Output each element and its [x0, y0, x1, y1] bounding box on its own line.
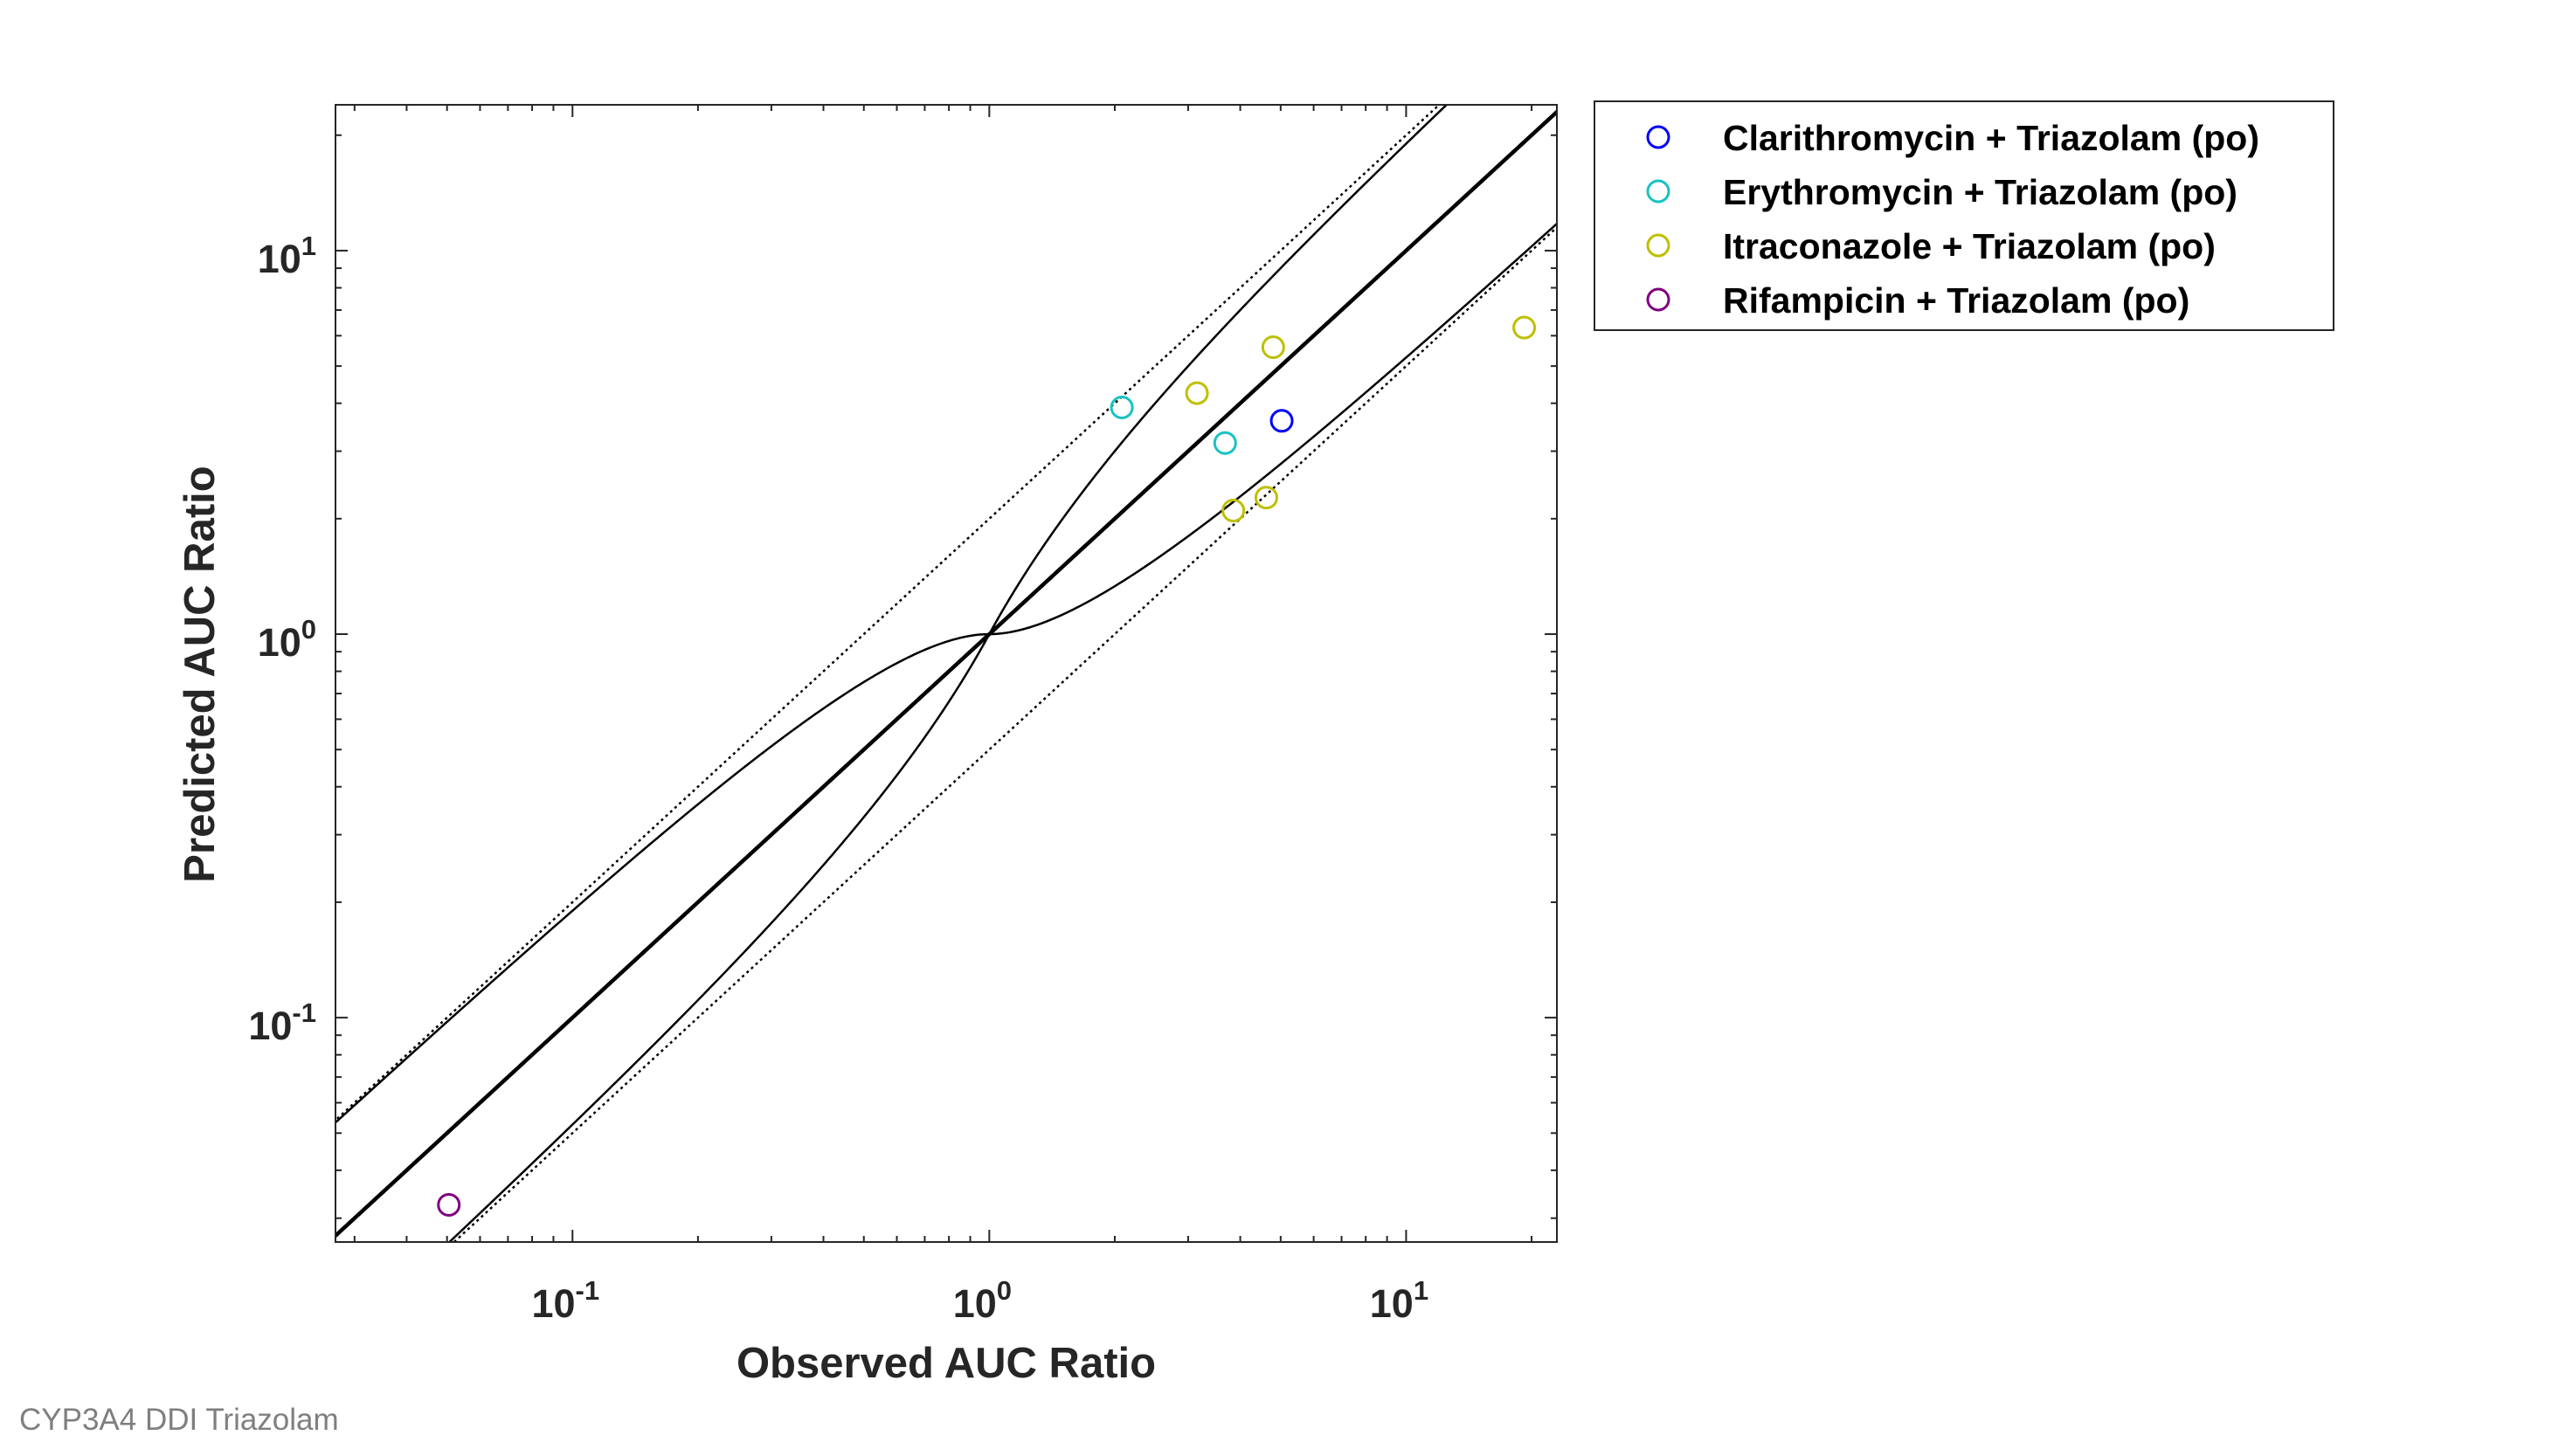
- x-tick-label: 101: [1370, 1275, 1428, 1326]
- legend-marker: [1646, 233, 1670, 258]
- legend-label: Clarithromycin + Triazolam (po): [1723, 118, 2259, 158]
- legend-label: Erythromycin + Triazolam (po): [1723, 172, 2237, 212]
- x-tick-label: 100: [953, 1275, 1012, 1326]
- legend-label: Itraconazole + Triazolam (po): [1723, 226, 2216, 266]
- y-axis-label: Predicted AUC Ratio: [176, 466, 224, 882]
- axis-ticks: [335, 105, 1557, 1242]
- legend-label: Rifampicin + Triazolam (po): [1723, 280, 2189, 321]
- legend: Clarithromycin + Triazolam (po) Erythromy…: [1594, 100, 2334, 331]
- y-tick-label: 100: [258, 614, 316, 665]
- data-point-series-2: [1254, 486, 1278, 510]
- upper-guest-limit: [335, 105, 1449, 1124]
- lower-2fold-line: [452, 225, 1557, 1242]
- upper-2fold-line: [335, 105, 1442, 1122]
- data-point-series-2: [1512, 315, 1537, 340]
- data-point-series-2: [1261, 335, 1285, 360]
- x-axis-label: Observed AUC Ratio: [737, 1340, 1156, 1387]
- plot-frame: [335, 104, 1558, 1243]
- data-markers: [437, 315, 1537, 1217]
- legend-marker: [1646, 125, 1670, 149]
- x-tick-label: 10-1: [531, 1275, 599, 1326]
- data-point-series-1: [1213, 431, 1237, 455]
- figure-caption: CYP3A4 DDI Triazolam: [19, 1403, 339, 1437]
- identity-line: [335, 109, 1557, 1239]
- legend-box: [1594, 100, 2334, 331]
- legend-marker: [1646, 179, 1670, 204]
- data-point-series-2: [1221, 499, 1246, 523]
- lower-guest-limit: [447, 222, 1557, 1242]
- data-point-series-2: [1185, 381, 1209, 405]
- y-tick-label: 10-1: [248, 997, 316, 1048]
- legend-marker: [1646, 287, 1670, 312]
- tick-labels: 10-1 100 101 10-1 100 101: [248, 231, 1428, 1326]
- data-point-series-1: [1110, 396, 1134, 420]
- reference-lines: [335, 105, 1557, 1242]
- data-point-series-0: [1269, 409, 1294, 433]
- y-tick-label: 101: [258, 231, 316, 281]
- data-point-series-3: [437, 1192, 461, 1217]
